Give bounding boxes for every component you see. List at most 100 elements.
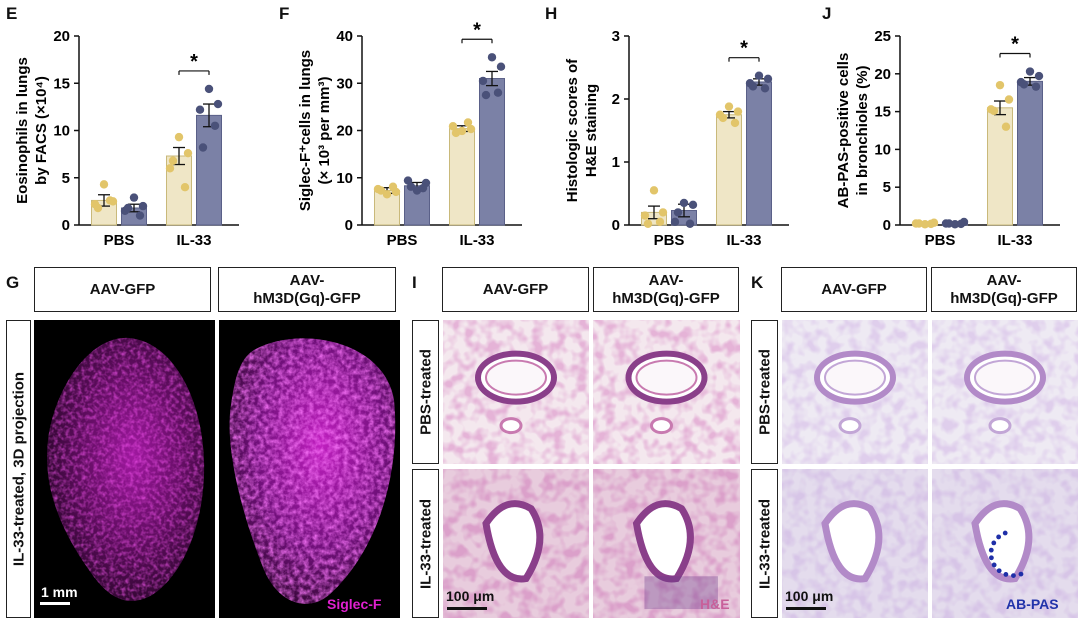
x-category-label: PBS [925,232,956,249]
y-axis-label: AB-PAS-positive cells [835,53,852,209]
data-point [195,105,205,114]
panel-label-g: G [6,273,20,292]
g-scale-label: 1 mm [41,584,78,600]
data-point [995,80,1005,90]
data-point [168,156,178,165]
i-scale-bar [447,607,487,610]
g-row-header: IL-33-treated, 3D projection [6,320,31,618]
data-point [763,74,773,84]
data-point [388,182,398,191]
k-abpas-image-pbs-aav-gfp [782,320,928,464]
y-tick-label: 2 [612,91,620,108]
data-point [123,203,133,213]
data-point [463,118,473,127]
y-tick-label: 40 [336,28,353,45]
x-category-label: IL-33 [176,232,211,249]
data-point [481,90,491,100]
data-point [679,198,689,208]
g-lung-image-hm3d [219,320,400,618]
x-category-label: IL-33 [459,232,494,249]
data-point [688,200,698,210]
bar [746,81,772,226]
data-point [418,183,428,193]
data-point [748,82,758,91]
significance-star: * [473,19,481,41]
data-point [1019,80,1029,89]
y-axis-label: Histologic scores of [564,58,581,202]
y-tick-label: 10 [53,123,70,140]
significance-star: * [1011,34,1019,56]
panel-label-f: F [279,4,290,23]
data-point [174,132,184,142]
k-abpas-image-pbs-hm3d [932,320,1078,464]
data-point [1025,67,1035,76]
data-point [165,164,175,173]
bar [716,114,742,226]
x-category-label: IL-33 [997,232,1032,249]
data-point [204,84,214,94]
data-point [643,219,653,228]
data-point [724,102,734,111]
x-category-label: PBS [104,232,135,249]
i-he-image-pbs-aav-gfp [443,320,589,464]
x-category-label: IL-33 [726,232,761,249]
data-point [451,128,461,138]
data-point [105,196,115,205]
data-point [93,203,103,213]
y-axis-label: Siglec-F⁺cells in lungs [297,50,314,211]
k-scale-bar [786,607,826,610]
i-row-header-il33: IL-33-treated [412,469,439,618]
data-point [382,190,392,199]
g-col-header-hm3d: AAV-hM3D(Gq)-GFP [218,267,396,312]
data-point [760,84,770,93]
k-abpas-image-il33-aav-gfp [782,469,928,618]
x-category-label: PBS [387,232,418,249]
data-point [718,113,728,123]
data-point [493,88,503,97]
y-tick-label: 20 [336,123,353,140]
data-point [180,183,190,192]
y-tick-label: 10 [336,170,353,187]
data-point [1034,71,1044,81]
i-col-header-aav-gfp: AAV-GFP [442,267,589,312]
y-tick-label: 0 [612,217,620,234]
y-axis-label: by FACS (×10⁴) [33,76,50,185]
data-point [926,219,936,229]
data-point [944,219,954,228]
g-lung-image-aav-gfp [34,320,215,618]
i-stain-label: H&E [700,596,730,612]
k-row-header-il33: IL-33-treated [751,469,778,618]
data-point [210,121,220,130]
data-point [956,219,966,229]
y-tick-label: 5 [883,179,891,196]
data-point [655,217,665,227]
data-point [376,186,386,195]
i-scale-label: 100 μm [446,588,495,604]
significance-star: * [740,38,748,60]
y-tick-label: 20 [53,28,70,45]
data-point [754,71,764,80]
k-abpas-image-il33-hm3d [932,469,1078,618]
data-point [733,107,743,116]
panel-label-h: H [545,4,558,23]
bar [196,114,222,226]
data-point [730,118,740,128]
data-point [1031,82,1041,91]
k-col-header-hm3d: AAV-hM3D(Gq)-GFP [931,267,1077,312]
data-point [685,219,695,228]
g-stain-label: Siglec-F [327,596,382,612]
panel-label-e: E [6,4,18,23]
data-point [670,217,680,227]
panel-label-j: J [822,4,832,23]
i-he-image-pbs-hm3d [593,320,740,464]
y-tick-label: 5 [62,170,70,187]
significance-star: * [190,51,198,73]
i-he-image-il33-hm3d [593,469,740,618]
data-point [673,208,683,217]
g-scale-bar [40,602,70,605]
data-point [406,182,416,191]
y-tick-label: 15 [53,75,70,92]
k-stain-label: AB-PAS [1006,596,1059,612]
y-tick-label: 30 [336,75,353,92]
